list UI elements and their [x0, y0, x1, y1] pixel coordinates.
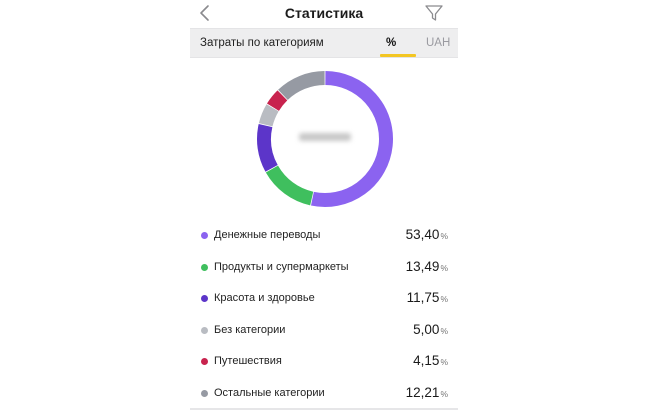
chevron-left-icon[interactable] [196, 4, 214, 22]
page-title: Статистика [284, 5, 364, 21]
category-color-dot [201, 358, 208, 365]
category-color-dot [201, 263, 208, 271]
category-color-dot [201, 232, 208, 239]
category-color-dot [201, 326, 208, 334]
category-percent: 4,15% [413, 353, 448, 368]
category-name: Путешествия [214, 355, 282, 367]
donut-segment [278, 71, 325, 101]
category-color-dot [201, 295, 208, 302]
category-row[interactable]: Без категории 5,00% [190, 315, 458, 347]
category-row[interactable]: Денежные переводы 53,40% [190, 220, 458, 252]
donut-segment [257, 123, 278, 172]
navigation-bar: Статистика [190, 0, 458, 28]
category-row[interactable]: Красота и здоровье 11,75% [190, 283, 458, 315]
segment-label: Затраты по категориям [200, 37, 324, 49]
segment-option-uah[interactable]: UAH [426, 37, 451, 49]
segment-option-percent[interactable]: % [386, 37, 397, 49]
category-segment-bar: Затраты по категориям % UAH [190, 28, 458, 58]
category-percent: 13,49% [405, 258, 448, 274]
donut-segment [311, 71, 393, 207]
bottom-divider [190, 408, 458, 410]
donut-chart-svg [257, 71, 393, 207]
category-percent: 53,40% [405, 227, 448, 242]
donut-segment [265, 165, 314, 206]
donut-segment [266, 90, 288, 111]
category-color-dot [201, 389, 208, 397]
category-row[interactable]: Путешествия 4,15% [190, 346, 458, 378]
category-name: Продукты и супермаркеты [214, 260, 349, 273]
category-name: Красота и здоровье [214, 292, 315, 304]
statistics-screen: Статистика Затраты по категориям % UAH Д… [190, 0, 458, 410]
segment-selected-underline [380, 54, 416, 57]
donut-center-blurred-total [299, 133, 351, 141]
category-name: Без категории [214, 323, 286, 336]
category-row[interactable]: Продукты и супермаркеты 13,49% [190, 252, 458, 284]
donut-chart [253, 67, 397, 211]
category-name: Остальные категории [214, 386, 325, 399]
category-list: Денежные переводы 53,40% Продукты и супе… [190, 220, 458, 409]
donut-segment [258, 104, 279, 127]
category-percent: 12,21% [405, 384, 448, 400]
category-percent: 11,75% [406, 290, 448, 305]
category-row[interactable]: Остальные категории 12,21% [190, 378, 458, 410]
filter-funnel-icon[interactable] [424, 3, 444, 23]
category-percent: 5,00% [413, 321, 448, 337]
category-name: Денежные переводы [214, 229, 321, 241]
